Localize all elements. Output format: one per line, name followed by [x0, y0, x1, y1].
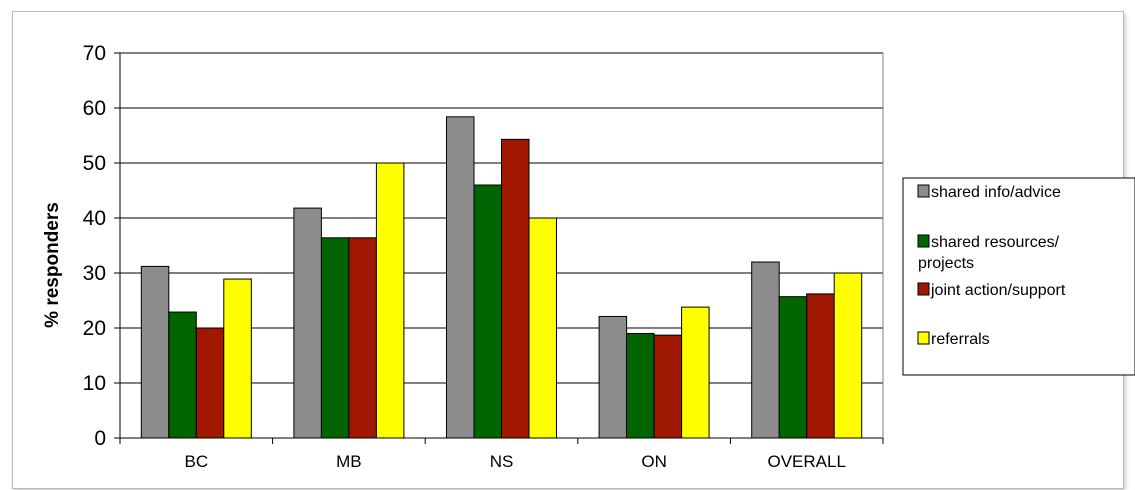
bar	[348, 237, 377, 439]
bar	[528, 217, 557, 439]
bar	[375, 162, 405, 439]
legend-box	[902, 177, 1135, 376]
bar	[140, 265, 170, 439]
x-tick-label: ON	[641, 452, 667, 471]
y-tick-label: 70	[83, 42, 106, 65]
bar	[778, 296, 808, 439]
y-tick-label: 20	[83, 317, 106, 340]
bar	[806, 293, 835, 439]
bar	[626, 333, 655, 439]
y-tick-label: 30	[83, 262, 106, 285]
bar	[681, 306, 710, 439]
bar	[195, 327, 225, 439]
y-tick-label: 50	[83, 152, 106, 175]
axes	[114, 52, 884, 444]
legend-swatch	[917, 184, 930, 198]
y-axis-label: % responders	[42, 202, 63, 328]
y-tick-label: 0	[94, 427, 106, 450]
bar	[473, 184, 502, 439]
x-tick-labels: BC MB NS ON OVERALL	[184, 452, 845, 471]
legend-label: joint action/support	[930, 282, 1066, 299]
legend-label: shared resources/projects	[918, 234, 1060, 272]
bar	[446, 116, 475, 439]
y-tick-label: 60	[83, 97, 106, 120]
legend: shared info/advice shared resources/proje…	[902, 177, 1135, 376]
bar	[223, 278, 252, 439]
x-tick-label: BC	[184, 452, 208, 471]
bar	[320, 237, 350, 439]
legend-swatch	[917, 331, 930, 345]
bar	[653, 334, 683, 439]
x-tick-label: OVERALL	[767, 452, 845, 471]
bar	[598, 315, 628, 439]
bar	[168, 311, 197, 439]
legend-swatch	[917, 234, 930, 248]
bar	[833, 272, 863, 439]
y-tick-labels: 0 10 20 30 40 50 60 70	[83, 42, 106, 450]
bar	[501, 138, 530, 439]
y-tick-label: 40	[83, 207, 106, 230]
legend-swatch	[917, 282, 930, 296]
bars	[140, 116, 863, 439]
legend-label: shared info/advice	[931, 184, 1061, 201]
y-tick-label: 10	[83, 372, 106, 395]
x-tick-label: MB	[336, 452, 362, 471]
bar	[751, 261, 780, 439]
bar	[293, 207, 322, 439]
x-tick-label: NS	[490, 452, 514, 471]
legend-label: referrals	[931, 331, 990, 348]
